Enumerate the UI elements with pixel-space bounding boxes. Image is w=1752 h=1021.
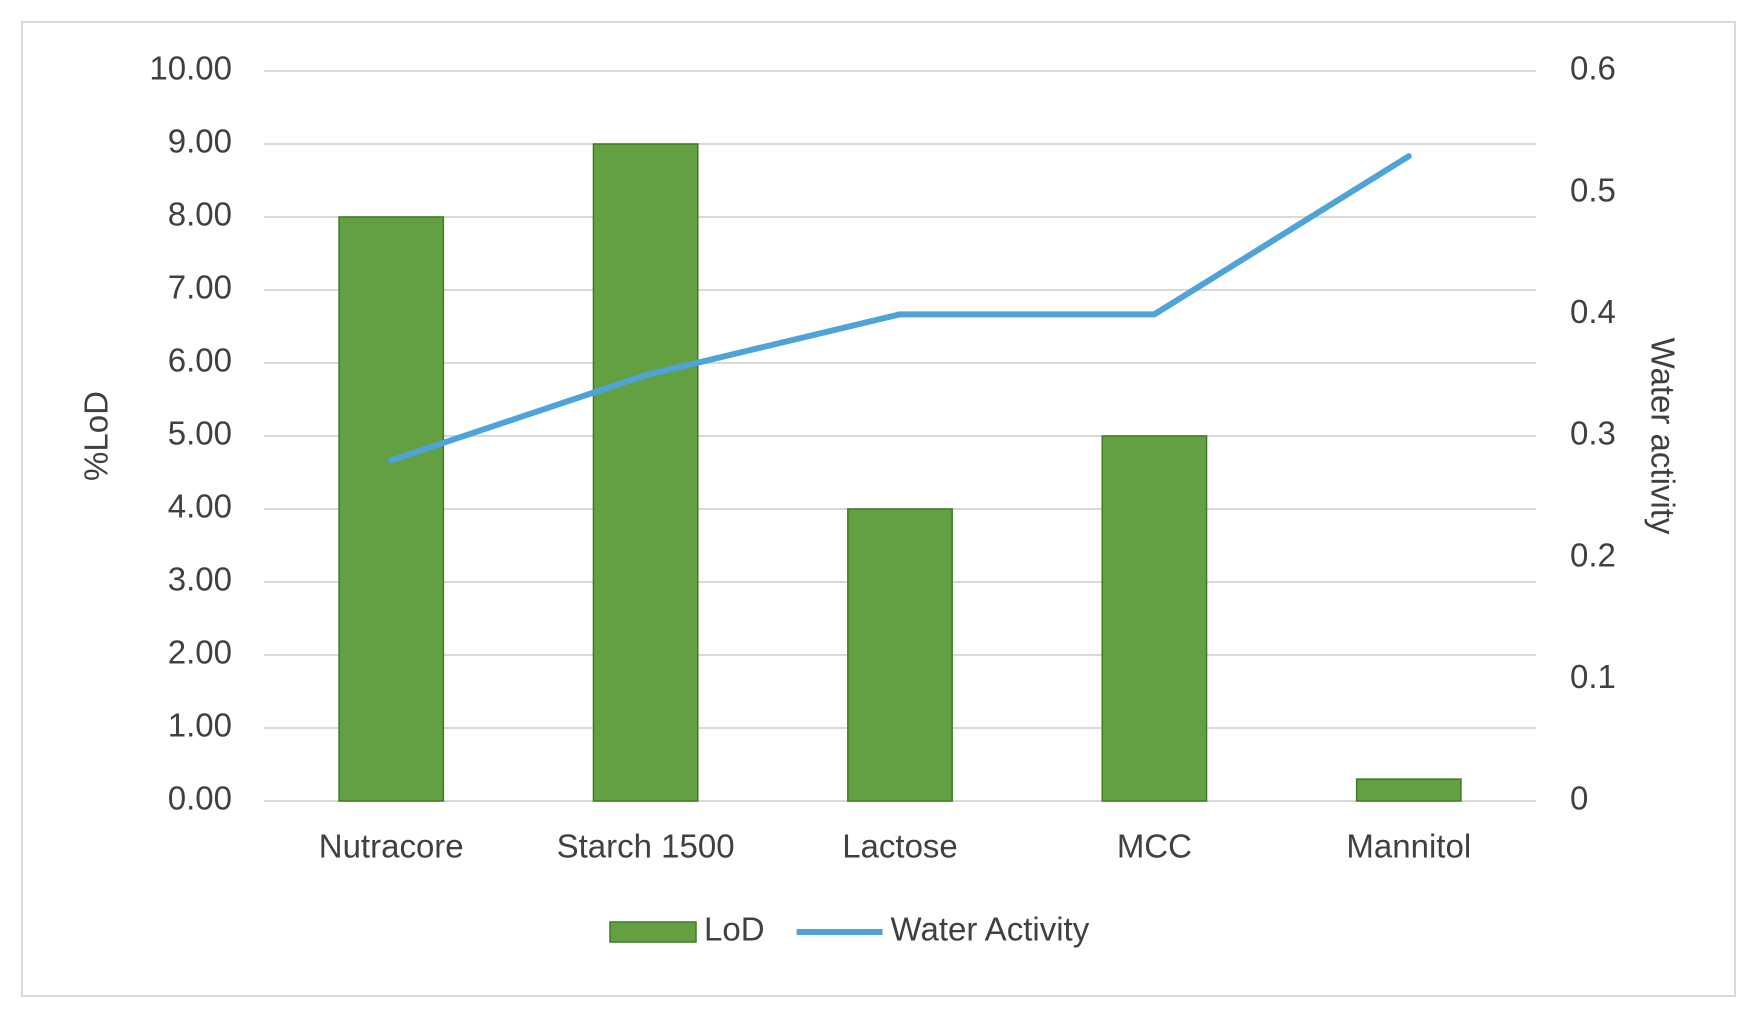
x-tick-label: Starch 1500 [557, 828, 735, 865]
y-tick-label: 7.00 [168, 269, 232, 306]
x-tick-label: Lactose [842, 828, 958, 865]
y2-tick-label: 0 [1570, 780, 1588, 817]
legend-label: Water Activity [891, 911, 1090, 948]
bar [338, 216, 445, 802]
y-tick-label: 10.00 [149, 50, 232, 87]
y-tick-label: 4.00 [168, 488, 232, 525]
bar [592, 143, 699, 802]
y-tick-label: 9.00 [168, 123, 232, 160]
y-tick-label: 0.00 [168, 780, 232, 817]
bar [847, 508, 953, 802]
y2-tick-label: 0.2 [1570, 536, 1616, 573]
line [388, 153, 1412, 464]
y2-axis-title: Water activity [1644, 338, 1681, 535]
y2-tick-label: 0.1 [1570, 658, 1616, 695]
y2-tick-label: 0.6 [1570, 50, 1616, 87]
y-tick-label: 8.00 [168, 196, 232, 233]
legend-swatch [609, 921, 697, 943]
y-tick-label: 3.00 [168, 561, 232, 598]
y2-tick-label: 0.3 [1570, 415, 1616, 452]
y-axis-title: %LoD [78, 391, 115, 481]
x-tick-label: MCC [1117, 828, 1192, 865]
legend-label: LoD [704, 911, 765, 948]
y-tick-label: 1.00 [168, 707, 232, 744]
bar [1101, 435, 1208, 802]
y2-tick-label: 0.5 [1570, 171, 1616, 208]
y-tick-label: 6.00 [168, 342, 232, 379]
y-tick-label: 5.00 [168, 415, 232, 452]
y2-tick-label: 0.4 [1570, 293, 1616, 330]
y-tick-label: 2.00 [168, 634, 232, 671]
bar [1355, 778, 1462, 802]
x-tick-label: Nutracore [319, 828, 464, 865]
x-tick-label: Mannitol [1346, 828, 1471, 865]
